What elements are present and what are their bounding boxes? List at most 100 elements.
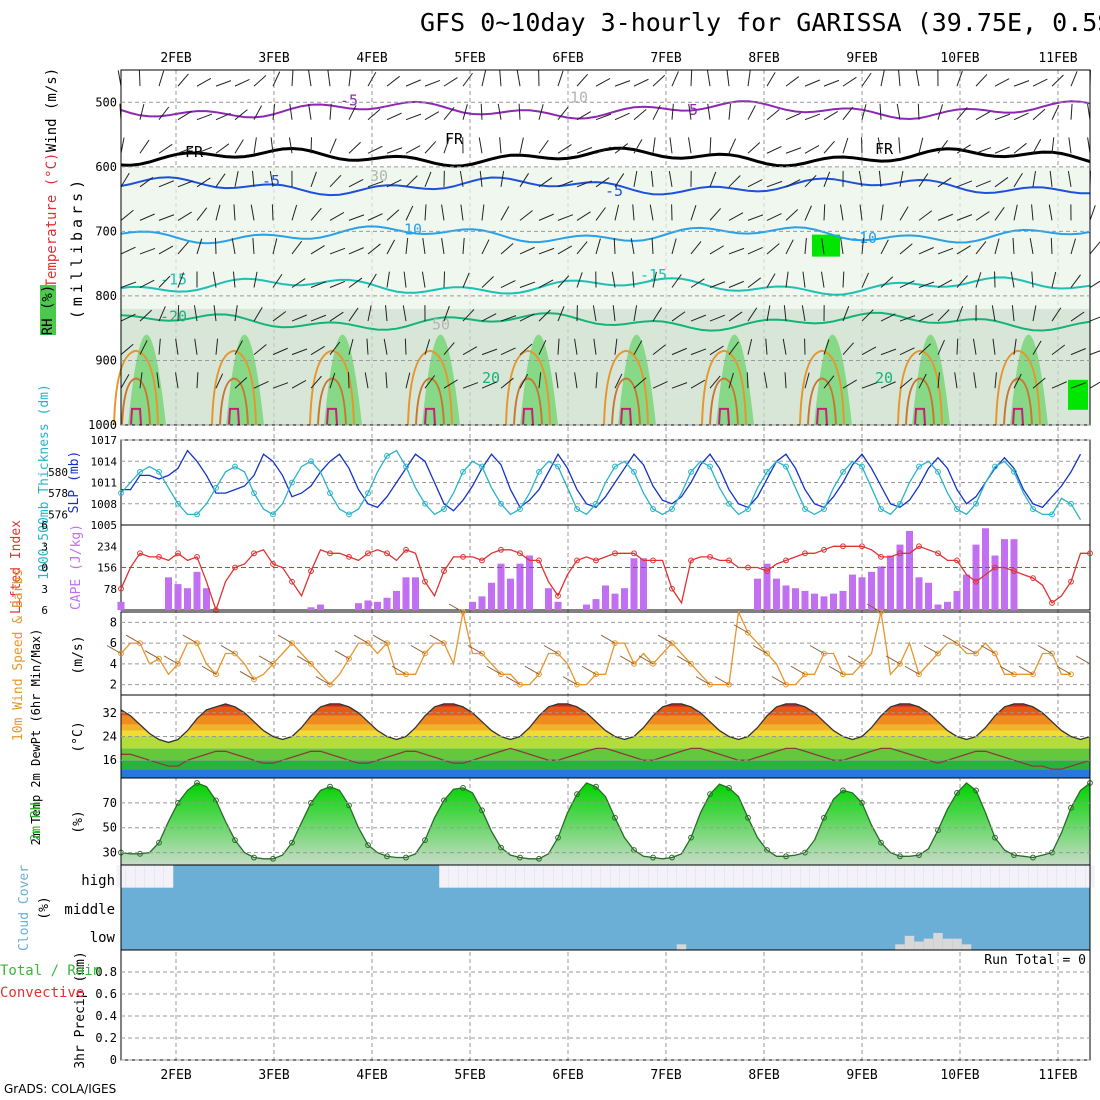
wind-barb	[385, 305, 388, 322]
lifted-index-line-point	[878, 553, 884, 560]
wind-barb	[120, 137, 125, 154]
wind-barb	[728, 280, 744, 288]
hot-contour-1	[228, 407, 240, 426]
date-label-top-9: 11FEB	[1038, 51, 1077, 66]
wind-barb	[557, 275, 570, 288]
wind-barb	[424, 339, 431, 355]
wind-barb	[443, 379, 458, 389]
cape-bar-30	[402, 577, 410, 610]
wind-barb	[1070, 238, 1076, 255]
wind10-speed-line-point	[327, 681, 333, 688]
lifted-index-line-point	[251, 550, 257, 557]
cape-bar-40	[497, 563, 505, 610]
thickness-line-point	[631, 468, 637, 475]
rh-area	[121, 783, 1090, 865]
lifted-index-line-point	[346, 553, 352, 560]
wind-barb	[231, 238, 236, 255]
thickness-line-point	[916, 463, 922, 470]
lifted-index-line-point	[916, 543, 922, 550]
wind-barb	[158, 70, 165, 87]
wind-barb	[367, 305, 372, 322]
wind-barb	[859, 204, 863, 221]
wind-barb	[842, 342, 854, 355]
wind-barb	[1070, 348, 1086, 356]
lifted-index-line-point	[897, 550, 903, 557]
thickness-line-point	[973, 500, 979, 507]
wind-barb	[1089, 241, 1100, 255]
precip-tick-3: 0.6	[95, 987, 117, 1001]
wind-barb	[386, 239, 396, 255]
thickness-line-point	[403, 463, 409, 470]
wind-barb	[880, 204, 884, 221]
wind-barb	[1032, 305, 1037, 322]
wind10-barb	[885, 655, 901, 665]
wind-barb	[1051, 74, 1064, 87]
wind-barb	[1013, 172, 1023, 188]
date-label-top-6: 8FEB	[748, 51, 779, 66]
lifted-index-line-point	[745, 564, 751, 571]
wind-barb	[1089, 316, 1100, 322]
wind-barb	[519, 173, 529, 188]
wind10-tick-3: 8	[110, 615, 117, 629]
wind10-barb	[144, 650, 160, 660]
cape-bar-82	[896, 544, 904, 610]
cape-bar-39	[488, 582, 495, 610]
wind-barb	[709, 137, 712, 154]
cape-tick-0: 78	[104, 583, 117, 596]
cloud-high-gap-79	[866, 865, 877, 888]
wind-barb	[842, 76, 857, 87]
rh-line-point	[270, 855, 276, 862]
warm-contour-outer-3	[407, 349, 453, 426]
wind-barb	[177, 272, 185, 288]
wind-barb	[462, 237, 465, 254]
cape-bar-29	[393, 590, 400, 610]
wind-barb	[253, 105, 262, 120]
lifted-index-line-point	[479, 557, 485, 564]
rh-line-point	[555, 834, 561, 841]
wind-barb	[612, 305, 616, 322]
wind-barb	[310, 137, 313, 154]
wind-barb	[726, 70, 730, 87]
wind-barb	[746, 372, 749, 389]
wind-barb	[441, 238, 445, 255]
wind-barb	[557, 306, 565, 322]
thickness-line-point	[783, 463, 789, 470]
contour-label-6: -5	[605, 182, 623, 200]
lifted-index-line-point	[935, 550, 941, 557]
precip-run-total: Run Total = 0	[984, 953, 1086, 968]
wind-axis-label: Wind (m/s)	[44, 68, 60, 152]
wind-barb	[443, 77, 458, 87]
temp-band-7	[121, 706, 1090, 716]
wind-barb	[975, 74, 988, 87]
cape-bar-76	[839, 590, 847, 610]
wind10-barb	[182, 634, 198, 644]
temperature-axis-label: Temperature (°C)	[44, 153, 60, 288]
cape-bar-81	[887, 555, 894, 610]
lifted-index-line-point	[194, 553, 200, 560]
warm-contour-inner-1	[219, 377, 249, 426]
wind-barb	[196, 146, 212, 154]
wind-barb	[196, 372, 199, 389]
wind-barb	[937, 372, 940, 389]
wind-barb	[500, 170, 505, 187]
cloud-high-gap-81	[885, 865, 896, 888]
thickness-line-point	[992, 463, 998, 470]
wind10-barb	[258, 655, 274, 665]
wind-barb	[1032, 78, 1048, 87]
cape-bar-85	[925, 582, 932, 610]
wind-barb	[499, 137, 502, 154]
cape-bar-92	[991, 555, 999, 610]
wind10-barb	[467, 645, 483, 654]
rh-line-point	[460, 785, 466, 791]
rh-line-point	[840, 787, 846, 794]
wind-barb	[595, 146, 611, 154]
lifted-index-line-point	[954, 557, 960, 564]
wind-barb	[310, 375, 322, 389]
rh-max-blob-2	[1068, 379, 1088, 410]
wind-barb	[139, 139, 150, 154]
cape-bar-79	[868, 571, 875, 610]
wind-barb	[937, 279, 953, 288]
cloud-high-gap-96	[1028, 865, 1038, 888]
wind-barb	[918, 373, 927, 389]
wind-barb	[196, 77, 212, 87]
